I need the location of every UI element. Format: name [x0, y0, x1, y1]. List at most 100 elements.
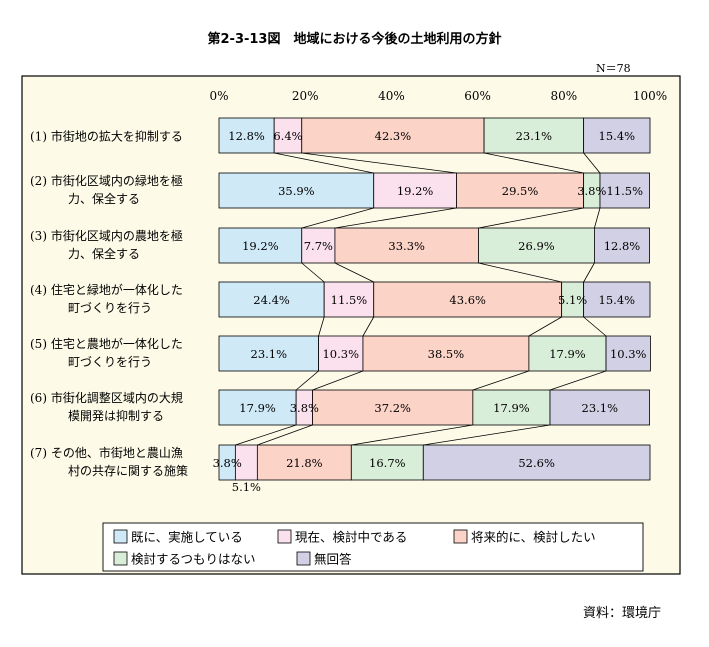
connector-line: [301, 262, 325, 283]
data-label: 23.1%: [251, 347, 288, 361]
data-label: 12.8%: [228, 129, 265, 143]
data-label: 15.4%: [599, 129, 636, 143]
category-label: (4) 住宅と緑地が一体化した町づくりを行う: [30, 282, 183, 315]
connector-line: [528, 316, 562, 337]
bar-segment: [549, 389, 650, 426]
data-label: 3.8%: [577, 184, 606, 198]
data-label: 3.8%: [213, 456, 242, 470]
legend-swatch: [113, 529, 128, 544]
chart-title: 第2-3-13図 地域における今後の土地利用の方針: [207, 32, 502, 47]
connector-line: [583, 152, 601, 174]
connector-line: [312, 370, 364, 391]
data-label: 26.9%: [518, 239, 555, 253]
data-label: 10.3%: [610, 347, 647, 361]
bar-segment: [373, 281, 563, 318]
legend-swatch: [296, 551, 311, 566]
bar-segment: [218, 281, 325, 318]
data-label: 11.5%: [331, 293, 368, 307]
data-label: 6.4%: [273, 129, 302, 143]
data-label: 35.9%: [278, 184, 315, 198]
bar-segment: [456, 172, 585, 209]
bar-segment: [350, 444, 424, 481]
bar-segment: [599, 172, 650, 209]
connector-line: [334, 207, 457, 229]
data-label: 3.8%: [290, 401, 319, 415]
bar-segment: [583, 117, 651, 154]
legend-label: 既に、実施している: [131, 530, 243, 545]
connector-line: [472, 370, 530, 391]
connector-line: [423, 424, 551, 446]
data-label: 7.7%: [304, 239, 333, 253]
connector-line: [478, 262, 562, 283]
bar-segment: [301, 227, 336, 264]
data-label: 19.2%: [397, 184, 434, 198]
bar-segment: [594, 227, 650, 264]
data-label: 23.1%: [582, 401, 619, 415]
connector-line: [301, 152, 457, 174]
data-label: 42.3%: [375, 129, 412, 143]
bar-segment: [362, 335, 530, 372]
legend-label: 将来的に、検討したい: [471, 530, 596, 545]
source-note: 資料：環境庁: [583, 606, 662, 621]
data-label: 33.3%: [388, 239, 425, 253]
x-tick-label: 20%: [292, 89, 319, 103]
data-label: 37.2%: [374, 401, 411, 415]
category-label: (5) 住宅と農地が一体化した町づくりを行う: [30, 336, 183, 369]
bar-segment: [312, 389, 474, 426]
category-label: (2) 市街化区域内の緑地を極力、保全する: [30, 173, 183, 206]
data-label: 17.9%: [549, 347, 586, 361]
bar-segment: [256, 444, 352, 481]
connector-line: [318, 316, 325, 337]
bar-segment: [528, 335, 607, 372]
legend-box: [102, 522, 644, 572]
bar-segment: [301, 117, 485, 154]
connector-line: [351, 424, 473, 446]
legend-label: 検討するつもりはない: [131, 552, 256, 567]
data-label: 10.3%: [322, 347, 359, 361]
bar-segment: [373, 172, 457, 209]
data-label: 17.9%: [239, 401, 276, 415]
bar-segment: [334, 227, 479, 264]
data-label: 52.6%: [518, 456, 555, 470]
data-label: 15.4%: [599, 293, 636, 307]
connector-line: [301, 207, 374, 229]
data-label: 17.9%: [493, 401, 530, 415]
connector-line: [583, 262, 595, 283]
bar-segment: [422, 444, 651, 481]
x-tick-label: 40%: [378, 89, 405, 103]
connector-line: [334, 262, 374, 283]
data-label: 16.7%: [369, 456, 406, 470]
connector-line: [257, 424, 313, 446]
legend-swatch: [277, 529, 292, 544]
connector-line: [478, 207, 584, 229]
data-label: 38.5%: [428, 347, 465, 361]
connector-line: [295, 370, 319, 391]
legend-label: 無回答: [314, 552, 352, 567]
legend-swatch: [453, 529, 468, 544]
data-label: 5.1%: [558, 293, 587, 307]
x-tick-label: 100%: [633, 89, 667, 103]
bar-segment: [478, 227, 595, 264]
data-label: 19.2%: [242, 239, 279, 253]
bar-segment: [583, 281, 651, 318]
connector-line: [483, 152, 584, 174]
data-label: 24.4%: [253, 293, 290, 307]
connector-line: [594, 207, 601, 229]
connector-line: [274, 152, 374, 174]
stacked-bar-chart: 0% 20% 40% 60% 80% 100% 12.8% 6.4% 42.3% 23.1% 15…: [21, 75, 681, 575]
bar-segment: [605, 335, 651, 372]
bar-segment: [273, 117, 303, 154]
x-tick-label: 0%: [209, 89, 228, 103]
data-label: 29.5%: [502, 184, 539, 198]
bar-segment: [218, 117, 275, 154]
data-label: 21.8%: [286, 456, 323, 470]
connector-line: [362, 316, 375, 337]
data-label: 11.5%: [607, 184, 644, 198]
connector-line: [583, 316, 607, 337]
data-label: 5.1%: [232, 480, 261, 494]
bar-segment: [218, 172, 375, 209]
x-tick-label: 80%: [550, 89, 577, 103]
legend-swatch: [113, 551, 128, 566]
bar-segment: [483, 117, 585, 154]
legend-label: 現在、検討中である: [295, 530, 407, 545]
